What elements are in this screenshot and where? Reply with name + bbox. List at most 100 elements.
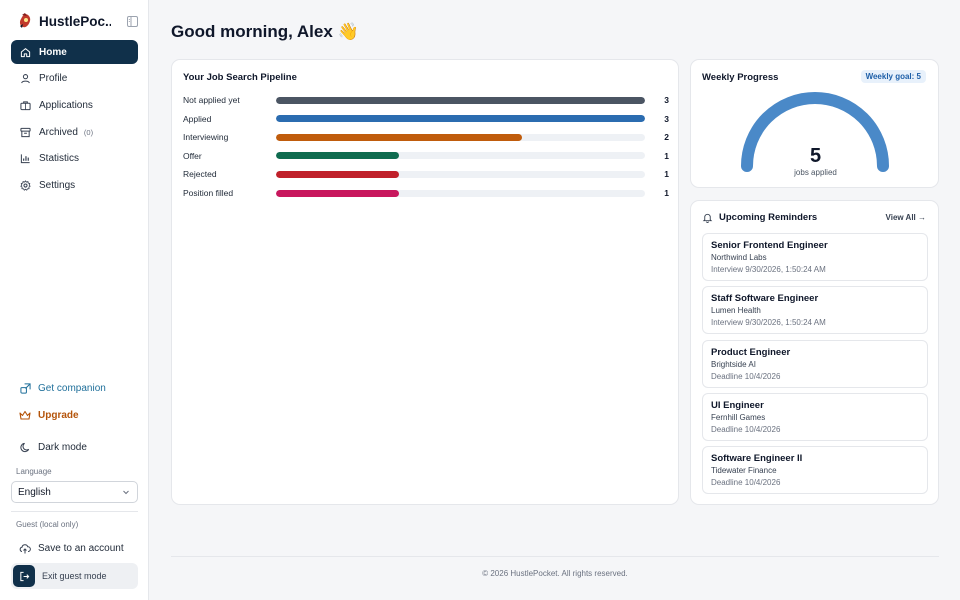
page-title: Good morning, Alex 👋 — [171, 22, 359, 41]
reminder-item[interactable]: Product Engineer Brightside AI Deadline 10… — [702, 339, 928, 388]
pipeline-stage-label: Position filled — [183, 188, 234, 198]
brand[interactable]: HustlePoc... — [17, 10, 139, 32]
exit-guest-mode-button[interactable]: Exit guest mode — [11, 563, 138, 589]
reminder-job-title: Software Engineer II — [711, 453, 803, 465]
sidebar-item-label: Profile — [39, 73, 68, 85]
guest-status-label: Guest (local only) — [16, 520, 79, 529]
gear-icon — [19, 179, 31, 191]
get-companion-link[interactable]: Get companion — [11, 377, 138, 399]
view-all-reminders-link[interactable]: View All → — [885, 213, 926, 222]
pipeline-bar-fill — [276, 96, 645, 104]
sidebar-item-archived[interactable]: Archived (0) — [11, 120, 138, 144]
reminder-job-title: Senior Frontend Engineer — [711, 240, 828, 251]
sidebar-item-statistics[interactable]: Statistics — [11, 147, 138, 171]
sidebar-item-label: Applications — [39, 99, 93, 111]
weekly-goal-badge: Weekly goal: 5 — [860, 70, 926, 83]
reminders-header: Upcoming Reminders — [702, 212, 817, 223]
pipeline-stage-count: 1 — [664, 188, 669, 198]
moon-icon — [19, 441, 31, 453]
pipeline-bar-track — [276, 96, 645, 104]
reminder-company: Brightside AI — [711, 359, 756, 369]
sidebar-item-label: Home — [39, 46, 67, 58]
pipeline-bar-track — [276, 170, 645, 178]
pipeline-bar-fill — [276, 189, 399, 197]
bell-icon — [702, 212, 713, 223]
reminder-company: Fernhill Games — [711, 412, 766, 422]
reminder-company: Lumen Health — [711, 306, 761, 316]
jobs-applied-label: jobs applied — [794, 168, 837, 177]
pipeline-bar-fill — [276, 170, 399, 178]
reminder-date: Deadline 10/4/2026 — [711, 424, 781, 434]
gauge-fill — [741, 92, 889, 172]
pipeline-row: Interviewing 2 — [183, 131, 669, 143]
save-to-account-button[interactable]: Save to an account — [11, 537, 138, 559]
sidebar-nav: Home Profile Applications Archived (0) — [11, 40, 138, 200]
cloud-upload-icon — [19, 542, 31, 554]
pipeline-row: Rejected 1 — [183, 168, 669, 180]
pipeline-stage-label: Offer — [183, 150, 202, 161]
sidebar-item-label: Statistics — [39, 153, 80, 165]
reminder-item[interactable]: Software Engineer II Tidewater Finance Dea… — [702, 446, 928, 495]
companion-icon — [19, 382, 31, 394]
footer-divider — [171, 556, 939, 557]
pipeline-stage-count: 3 — [664, 95, 669, 105]
pipeline-bar-track — [276, 152, 645, 160]
pipeline-bar-fill — [276, 133, 522, 141]
reminders-title: Upcoming Reminders — [719, 212, 818, 223]
reminder-job-title: Staff Software Engineer — [711, 293, 819, 305]
sidebar-item-settings[interactable]: Settings — [11, 173, 138, 197]
pipeline-title: Your Job Search Pipeline — [183, 72, 297, 83]
reminder-item[interactable]: Staff Software Engineer Lumen Health Inter… — [702, 286, 928, 335]
pipeline-stage-count: 2 — [664, 132, 669, 143]
reminder-job-title: UI Engineer — [711, 399, 764, 411]
reminder-item[interactable]: UI Engineer Fernhill Games Deadline 10/4/2… — [702, 392, 928, 441]
pipeline-bar-track — [276, 133, 645, 141]
crown-icon — [19, 409, 31, 421]
pipeline-row: Position filled 1 — [183, 187, 669, 199]
get-companion-label: Get companion — [38, 382, 106, 394]
reminder-date: Interview 9/30/2026, 1:50:24 AM — [711, 318, 826, 328]
reminder-job-title: Product Engineer — [711, 346, 791, 358]
reminder-date: Interview 9/30/2026, 1:50:24 AM — [711, 265, 826, 274]
upcoming-reminders-card: Upcoming Reminders View All → Senior Fro… — [690, 200, 939, 505]
language-label: Language — [16, 467, 52, 476]
sidebar-item-applications[interactable]: Applications — [11, 93, 138, 117]
pipeline-stage-label: Rejected — [183, 169, 217, 180]
sidebar: HustlePoc... Home Profile — [0, 0, 149, 600]
upgrade-link[interactable]: Upgrade — [11, 404, 138, 426]
bar-chart-icon — [19, 153, 31, 165]
pipeline-stage-count: 1 — [664, 150, 669, 161]
dark-mode-toggle[interactable]: Dark mode — [11, 436, 138, 458]
pipeline-stage-label: Applied — [183, 113, 212, 124]
sidebar-item-label: Settings — [39, 179, 76, 191]
pipeline-stage-count: 1 — [664, 169, 669, 180]
sidebar-toggle-icon — [126, 15, 138, 27]
collapse-sidebar-button[interactable] — [125, 14, 139, 28]
weekly-progress-title: Weekly Progress — [702, 72, 779, 83]
exit-guest-mode-label: Exit guest mode — [42, 571, 107, 581]
reminder-company: Northwind Labs — [711, 253, 767, 262]
app-name: HustlePoc... — [39, 13, 111, 29]
reminder-item[interactable]: Senior Frontend Engineer Northwind Labs In… — [702, 233, 928, 281]
sidebar-item-home[interactable]: Home — [11, 40, 138, 64]
language-value: English — [18, 486, 51, 498]
pipeline-card: Your Job Search Pipeline Not applied yet… — [171, 59, 679, 505]
archived-count: (0) — [83, 127, 94, 137]
pipeline-row: Applied 3 — [183, 113, 669, 125]
jobs-applied-count: 5 — [809, 145, 822, 167]
pipeline-row: Offer 1 — [183, 150, 669, 162]
home-icon — [19, 46, 31, 58]
dark-mode-label: Dark mode — [38, 441, 87, 453]
hustlepocket-logo-icon — [17, 12, 33, 30]
weekly-progress-gauge — [741, 92, 889, 172]
sidebar-item-label: Archived — [39, 126, 78, 138]
language-select[interactable]: English — [11, 481, 138, 503]
pipeline-bar-track — [276, 189, 645, 197]
save-to-account-label: Save to an account — [38, 542, 124, 554]
pipeline-stage-label: Not applied yet — [183, 95, 240, 105]
pipeline-stage-count: 3 — [664, 113, 669, 124]
sidebar-item-profile[interactable]: Profile — [11, 67, 138, 91]
user-icon — [19, 73, 31, 85]
weekly-progress-card: Weekly Progress Weekly goal: 5 5 jobs ap… — [690, 59, 939, 188]
pipeline-bar-fill — [276, 152, 399, 160]
